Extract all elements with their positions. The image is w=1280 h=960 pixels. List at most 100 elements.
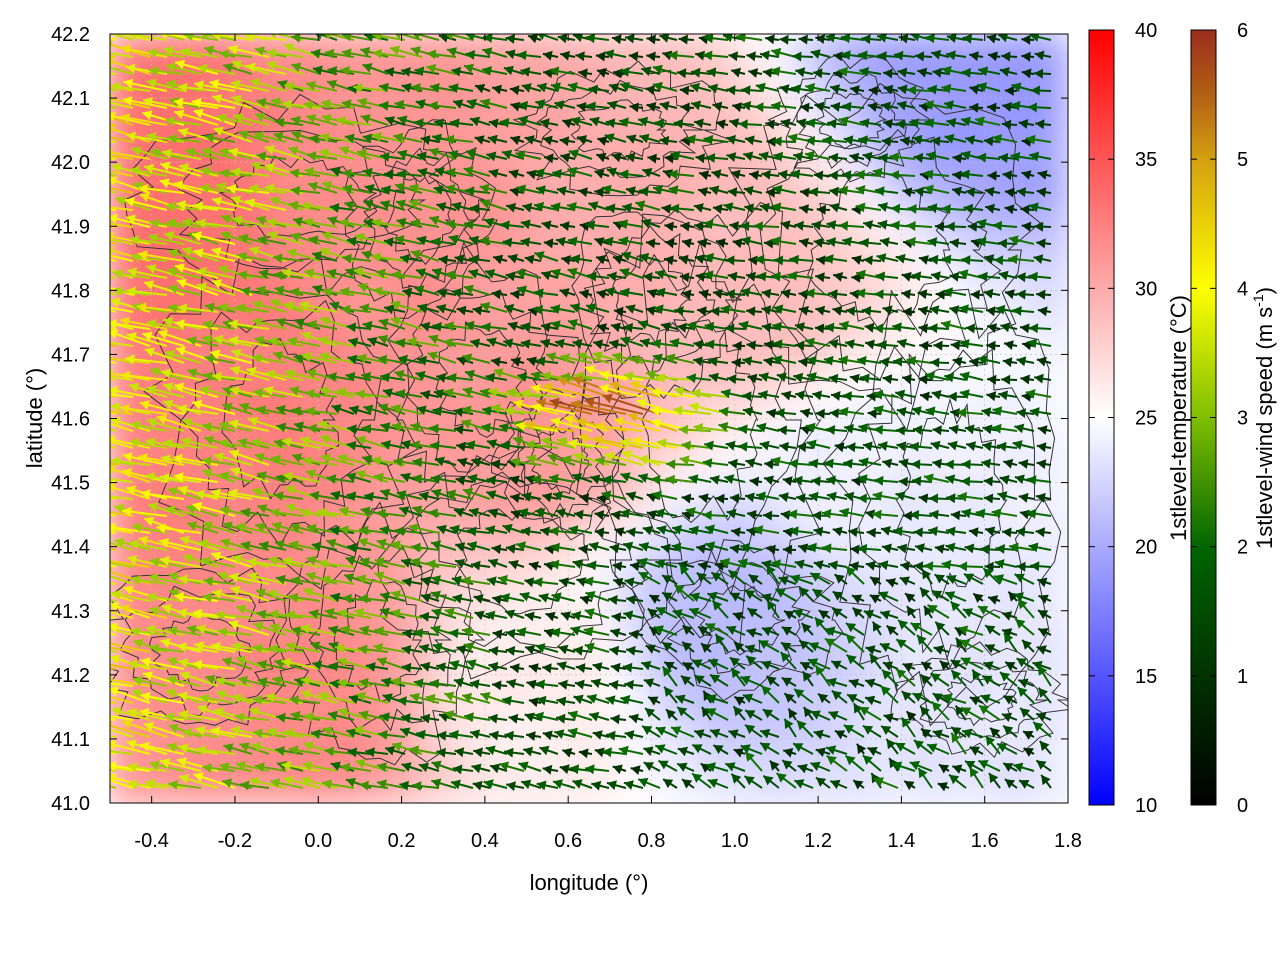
wind-arrow-head [88, 521, 98, 531]
wind-arrow-head [89, 677, 99, 687]
wind-arrow-head [89, 300, 99, 310]
wind-arrow [69, 45, 117, 58]
wind-arrow-head [96, 557, 106, 567]
wind-arrow-head [90, 415, 100, 425]
wind-arrow-head [75, 132, 85, 142]
wind-arrow-head [69, 369, 79, 379]
heatmap-cell [1045, 237, 1068, 267]
wind-arrow-head [93, 96, 103, 106]
wind-arrow-head [94, 723, 104, 733]
heatmap-cell [110, 57, 133, 88]
heatmap-cell [1045, 442, 1068, 472]
wind-arrow-head [97, 537, 107, 547]
wind-arrow-head [76, 65, 86, 75]
wind-arrow [71, 320, 117, 330]
heatmap-cell [524, 749, 550, 780]
wind-arrow-head [89, 388, 99, 398]
heatmap-cell [110, 262, 133, 293]
wind-arrow-head [83, 129, 93, 139]
heatmap-cell [378, 621, 404, 652]
wind-arrow-head [75, 247, 85, 257]
wind-arrow [70, 575, 117, 585]
heatmap-cell [420, 698, 446, 729]
wind-arrow-shaft [110, 582, 117, 585]
heatmap-cell [462, 775, 487, 803]
wind-arrow-shaft [110, 394, 117, 398]
heatmap-cell [1045, 749, 1068, 780]
wind-arrow-head [85, 78, 95, 88]
wind-arrow-shaft [110, 461, 117, 466]
wind-arrow-head [110, 147, 113, 158]
wind-arrow-head [84, 639, 94, 649]
wind-arrow-head [89, 248, 99, 258]
heatmap-cell [128, 775, 154, 803]
wind-arrow-head [95, 233, 105, 243]
heatmap-cell [503, 647, 529, 677]
wind-arrow-head [86, 688, 96, 698]
wind-arrow [71, 524, 117, 534]
heatmap-cell [1045, 134, 1068, 165]
heatmap-cell [524, 775, 550, 803]
wind-arrow-head [97, 62, 107, 72]
wind-arrow-head [92, 316, 102, 326]
wind-arrow [68, 448, 117, 466]
wind-arrow [110, 701, 117, 704]
heatmap-cell [1045, 621, 1068, 652]
heatmap-cell [212, 288, 237, 318]
wind-arrow-shaft [110, 208, 117, 211]
heatmap-cell [503, 775, 529, 803]
wind-arrow [69, 369, 117, 381]
wind-arrow-head [80, 776, 90, 786]
heatmap-cell [253, 749, 279, 780]
heatmap-cell [482, 570, 508, 600]
heatmap-cell [503, 313, 529, 344]
wind-arrow-head [69, 381, 79, 391]
heatmap-cell [1045, 519, 1068, 549]
wind-arrow-head [77, 268, 87, 278]
wind-arrow-head [71, 524, 81, 534]
heatmap-cell [482, 775, 508, 803]
heatmap-cell [462, 698, 487, 729]
wind-arrow-shaft [110, 378, 117, 381]
wind-arrow-head [67, 115, 77, 125]
heatmap-cell [482, 519, 508, 549]
wind-arrow-head [68, 448, 78, 458]
heatmap-cell [316, 775, 342, 803]
wind-arrow-head [84, 179, 94, 189]
wind-arrow-head [86, 201, 96, 211]
heatmap-cell [420, 416, 446, 447]
wind-arrow-shaft [110, 531, 117, 534]
wind-arrow-shaft [110, 445, 117, 449]
heatmap-cell [482, 698, 508, 729]
heatmap-cell [191, 647, 217, 677]
wind-arrow-head [110, 368, 114, 379]
heatmap-cell [1045, 185, 1068, 216]
heatmap-cell [357, 775, 383, 803]
wind-arrow-head [70, 575, 80, 585]
wind-arrow [73, 201, 117, 211]
wind-arrow-head [95, 745, 105, 755]
wind-arrow-head [93, 473, 103, 483]
wind-arrow-head [91, 280, 101, 290]
wind-arrow [69, 381, 117, 398]
wind-arrow-head [93, 491, 103, 501]
wind-arrow-head [96, 570, 106, 580]
heatmap-cell [1045, 288, 1068, 318]
wind-arrow-head [79, 179, 89, 189]
wind-arrow-head [92, 760, 102, 770]
wind-arrow-head [73, 708, 83, 718]
heatmap-cell [1045, 698, 1068, 729]
wind-arrow-head [93, 337, 103, 347]
wind-arrow [110, 445, 117, 449]
wind-arrow-head [92, 434, 102, 444]
wind-arrow-head [96, 352, 106, 362]
heatmap-cell [1045, 570, 1068, 600]
wind-arrow-head [71, 320, 81, 330]
heatmap-cell [378, 698, 404, 729]
heatmap-cell [212, 775, 237, 803]
wind-arrow-head [73, 201, 83, 211]
heatmap-cell [462, 749, 487, 780]
wind-arrow-head [67, 334, 77, 344]
wind-arrow-head [69, 45, 79, 55]
